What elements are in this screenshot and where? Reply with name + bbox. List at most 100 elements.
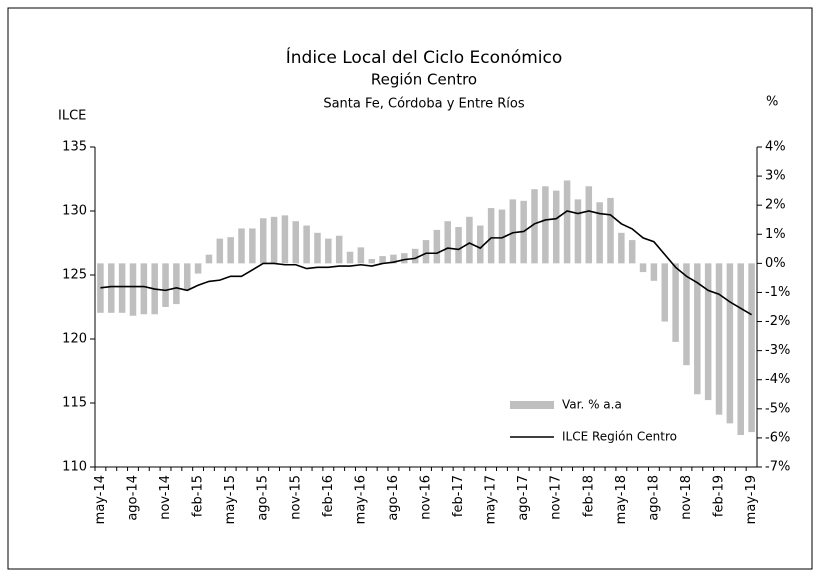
x-tick-label: may-17 — [484, 475, 499, 524]
bar — [401, 253, 408, 264]
bar — [314, 232, 321, 264]
x-tick-label: feb-16 — [321, 475, 336, 517]
bar — [585, 186, 593, 264]
x-tick-label: nov-15 — [288, 475, 303, 520]
legend-label: ILCE Región Centro — [562, 430, 677, 444]
bar — [618, 232, 625, 264]
bar — [216, 238, 224, 264]
x-tick-label: feb-15 — [191, 475, 206, 517]
x-tick-label: nov-17 — [549, 475, 564, 520]
bar — [531, 189, 538, 264]
bar — [726, 263, 734, 424]
bar — [140, 263, 148, 315]
bar — [183, 263, 191, 290]
bar — [715, 263, 723, 415]
bar — [411, 248, 419, 264]
bar — [108, 263, 115, 313]
legend-label: Var. % a.a — [562, 398, 622, 412]
y-tick-label: 120 — [62, 332, 87, 347]
y-tick-label: 130 — [62, 204, 87, 219]
bar — [379, 256, 386, 264]
bar — [118, 263, 126, 313]
bar — [455, 227, 462, 264]
bar — [249, 228, 256, 264]
bar — [639, 263, 647, 273]
y-tick-label: 135 — [62, 140, 87, 155]
bar — [335, 235, 343, 264]
x-tick-label: feb-18 — [581, 475, 596, 517]
bar — [487, 208, 495, 264]
bar — [281, 215, 289, 264]
legend-swatch — [510, 401, 554, 409]
bar — [325, 238, 332, 264]
y2-tick-label: -2% — [765, 314, 790, 329]
x-tick-label: nov-18 — [679, 475, 694, 520]
bar — [661, 263, 669, 322]
y2-axis-label: % — [766, 95, 778, 110]
y2-tick-label: 3% — [765, 169, 786, 184]
y2-tick-label: -7% — [765, 460, 790, 475]
x-tick-label: ago-17 — [516, 475, 531, 521]
y2-tick-label: -4% — [765, 372, 790, 387]
x-tick-label: may-16 — [353, 475, 368, 524]
x-tick-label: may-18 — [614, 475, 629, 524]
bar — [346, 251, 354, 264]
bar — [628, 240, 636, 264]
bar — [303, 225, 310, 264]
x-tick-label: may-19 — [744, 475, 759, 524]
y2-tick-label: -3% — [765, 343, 790, 358]
bar — [563, 180, 571, 264]
bar — [194, 263, 202, 274]
y2-tick-label: 0% — [765, 256, 786, 271]
bar — [162, 263, 169, 307]
bar — [357, 247, 365, 264]
bar — [683, 263, 690, 366]
y2-tick-label: -5% — [765, 401, 790, 416]
bar — [672, 263, 679, 342]
x-tick-label: nov-16 — [419, 475, 434, 520]
bar — [552, 190, 560, 264]
line — [100, 210, 752, 316]
y2-tick-label: 4% — [765, 140, 786, 155]
chart-subtitle: Santa Fe, Córdoba y Entre Ríos — [323, 97, 525, 112]
y-tick-label: 125 — [62, 268, 87, 283]
bar — [97, 263, 104, 313]
bar — [542, 186, 549, 264]
x-tick-label: ago-18 — [646, 475, 661, 521]
x-tick-label: ago-16 — [386, 475, 401, 521]
bar — [574, 199, 582, 264]
bar — [650, 263, 658, 281]
bar — [466, 216, 473, 264]
x-tick-label: may-15 — [223, 475, 238, 524]
x-tick-label: nov-14 — [158, 475, 173, 520]
bar — [422, 240, 430, 264]
bar — [596, 202, 603, 264]
bar — [444, 221, 451, 264]
bar — [748, 263, 755, 433]
bar — [173, 263, 180, 305]
bar — [509, 199, 517, 264]
bar — [433, 229, 441, 264]
bar — [227, 237, 234, 264]
y2-tick-label: 1% — [765, 227, 786, 242]
x-tick-label: feb-17 — [451, 475, 466, 517]
x-tick-label: may-14 — [93, 475, 108, 524]
bar — [129, 263, 137, 316]
y2-tick-label: -1% — [765, 285, 790, 300]
bar — [704, 263, 712, 401]
bar — [390, 254, 397, 264]
bar — [368, 259, 375, 264]
x-tick-label: ago-15 — [256, 475, 271, 521]
y2-tick-label: -6% — [765, 430, 790, 445]
y2-tick-label: 2% — [765, 198, 786, 213]
bar — [737, 263, 744, 435]
bar — [270, 216, 278, 264]
bar — [238, 228, 245, 264]
bar — [498, 209, 506, 264]
y-tick-label: 115 — [62, 396, 87, 411]
bar — [694, 263, 701, 395]
chart-subtitle: Región Centro — [371, 71, 477, 89]
bar — [292, 221, 300, 264]
x-tick-label: feb-19 — [712, 475, 727, 517]
